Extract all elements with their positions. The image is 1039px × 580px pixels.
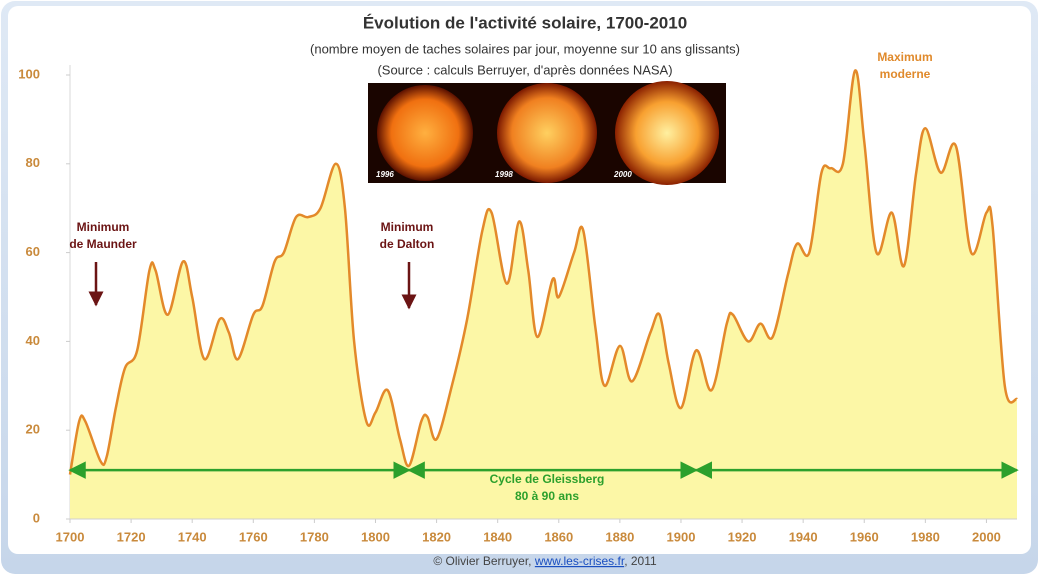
- y-tick-label: 20: [26, 422, 40, 437]
- y-tick-label: 40: [26, 333, 40, 348]
- x-tick-label: 1860: [544, 529, 573, 544]
- x-tick-label: 1880: [605, 529, 634, 544]
- footer: © Olivier Berruyer, www.les-crises.fr, 2…: [433, 554, 657, 568]
- y-tick-label: 100: [18, 66, 40, 81]
- annotation: Minimum: [77, 220, 130, 234]
- annotation: de Dalton: [380, 237, 435, 251]
- annotation: 80 à 90 ans: [515, 489, 579, 503]
- annotation: Maximum: [877, 50, 932, 64]
- x-tick-label: 1700: [56, 529, 85, 544]
- y-tick-label: 60: [26, 244, 40, 259]
- x-tick-label: 1720: [117, 529, 146, 544]
- annotation: de Maunder: [69, 237, 137, 251]
- x-tick-label: 1980: [911, 529, 940, 544]
- sun-image: [377, 85, 473, 181]
- y-tick-label: 80: [26, 155, 40, 170]
- footer-text: , 2011: [624, 554, 657, 568]
- x-tick-label: 2000: [972, 529, 1001, 544]
- x-tick-label: 1780: [300, 529, 329, 544]
- subtitle: (Source : calculs Berruyer, d'après donn…: [377, 62, 672, 77]
- y-tick-label: 0: [33, 510, 40, 525]
- x-tick-label: 1740: [178, 529, 207, 544]
- x-tick-label: 1940: [789, 529, 818, 544]
- chart: 0 20 40 60 80 100 1700 1720 1740 1760 1780 1800 1820…: [0, 0, 1039, 575]
- x-tick-label: 1900: [667, 529, 696, 544]
- footer-link[interactable]: www.les-crises.fr: [534, 554, 625, 568]
- annotation: moderne: [880, 67, 931, 81]
- subtitle: (nombre moyen de taches solaires par jou…: [310, 41, 740, 56]
- x-tick-label: 1920: [728, 529, 757, 544]
- annotation: Minimum: [381, 220, 434, 234]
- sun-image: [497, 83, 597, 183]
- sun-images: 1996 1998 2000: [368, 81, 726, 185]
- footer-text: © Olivier Berruyer,: [433, 554, 535, 568]
- image-label: 1996: [376, 170, 394, 179]
- x-tick-label: 1960: [850, 529, 879, 544]
- x-tick-label: 1800: [361, 529, 390, 544]
- image-label: 2000: [613, 170, 632, 179]
- image-label: 1998: [495, 170, 513, 179]
- chart-title: Évolution de l'activité solaire, 1700-20…: [363, 13, 687, 32]
- x-tick-label: 1760: [239, 529, 268, 544]
- x-tick-label: 1840: [483, 529, 512, 544]
- annotation: Cycle de Gleissberg: [490, 472, 605, 486]
- x-tick-label: 1820: [422, 529, 451, 544]
